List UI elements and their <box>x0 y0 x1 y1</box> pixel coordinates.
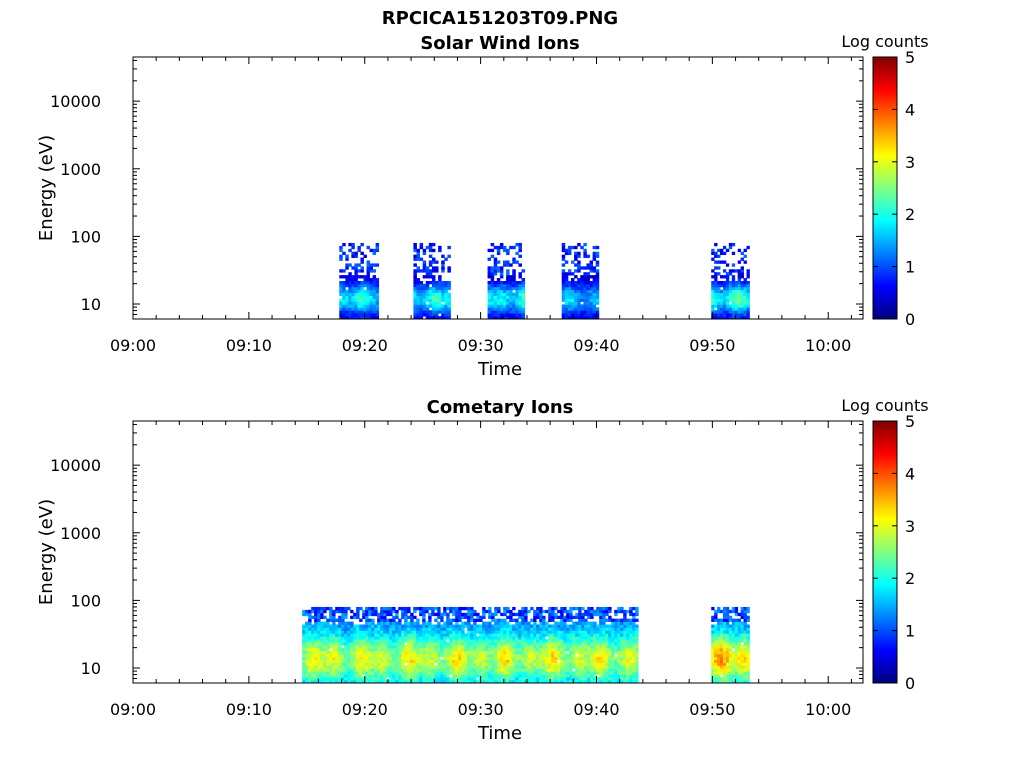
x-tick-label: 09:40 <box>573 336 619 355</box>
spectrogram <box>302 606 750 684</box>
data-segment <box>339 242 380 320</box>
colorbar-tick-label: 5 <box>905 412 915 431</box>
x-tick-label: 09:00 <box>110 700 156 719</box>
y-tick-label: 10 <box>81 295 101 314</box>
colorbar-tick-label: 4 <box>905 100 915 119</box>
colorbar-tick-label: 2 <box>905 205 915 224</box>
y-tick-label: 1000 <box>60 160 101 179</box>
x-tick-label: 09:50 <box>689 336 735 355</box>
x-axis-label: Time <box>477 723 522 744</box>
data-segment <box>561 242 600 320</box>
colorbar-tick-label: 3 <box>905 153 915 172</box>
colorbar-gradient <box>872 420 898 684</box>
colorbar-label: Log counts <box>841 32 928 51</box>
colorbar-tick-label: 3 <box>905 517 915 536</box>
colorbar-tick-label: 2 <box>905 569 915 588</box>
x-axis: 09:00 09:10 09:20 09:30 09:40 09:50 10:00 <box>110 421 852 719</box>
x-tick-label: 09:30 <box>458 336 504 355</box>
spectrogram <box>339 242 750 320</box>
x-axis: 09:00 09:10 09:20 09:30 09:40 09:50 10:00 <box>110 57 852 355</box>
data-segment <box>711 242 750 320</box>
colorbar-tick-label: 0 <box>905 674 915 693</box>
data-segment <box>487 242 526 320</box>
y-tick-label: 10000 <box>50 92 101 111</box>
x-tick-label: 09:30 <box>458 700 504 719</box>
x-tick-label: 09:20 <box>342 336 388 355</box>
panel-title: Solar Wind Ions <box>420 33 579 54</box>
x-tick-label: 09:40 <box>573 700 619 719</box>
data-segment <box>711 606 750 684</box>
data-segment <box>302 606 639 684</box>
colorbar-tick-label: 0 <box>905 310 915 329</box>
x-tick-label: 09:20 <box>342 700 388 719</box>
x-tick-label: 09:10 <box>226 700 272 719</box>
plot-frame <box>132 420 864 684</box>
colorbar-label: Log counts <box>841 396 928 415</box>
x-tick-label: 09:00 <box>110 336 156 355</box>
y-tick-label: 1000 <box>60 524 101 543</box>
y-tick-label: 100 <box>70 591 101 610</box>
x-axis-label: Time <box>477 359 522 380</box>
plot-frame <box>132 56 864 320</box>
x-tick-label: 09:50 <box>689 700 735 719</box>
y-tick-label: 10000 <box>50 456 101 475</box>
colorbar-tick-label: 1 <box>905 258 915 277</box>
panel-title: Cometary Ions <box>427 397 574 418</box>
y-tick-label: 100 <box>70 227 101 246</box>
figure-title: RPCICA151203T09.PNG <box>382 8 618 29</box>
colorbar-tick-label: 5 <box>905 48 915 67</box>
x-tick-label: 10:00 <box>805 336 851 355</box>
x-tick-label: 09:10 <box>226 336 272 355</box>
colorbar-tick-label: 4 <box>905 464 915 483</box>
y-axis: 10 100 1000 10000 <box>50 423 863 684</box>
y-axis: 10 100 1000 10000 <box>50 59 863 320</box>
x-tick-label: 10:00 <box>805 700 851 719</box>
y-tick-label: 10 <box>81 659 101 678</box>
y-axis-label: Energy (eV) <box>36 135 57 241</box>
colorbar-tick-label: 1 <box>905 622 915 641</box>
data-segment <box>413 242 451 320</box>
colorbar-gradient <box>872 56 898 320</box>
y-axis-label: Energy (eV) <box>36 499 57 605</box>
